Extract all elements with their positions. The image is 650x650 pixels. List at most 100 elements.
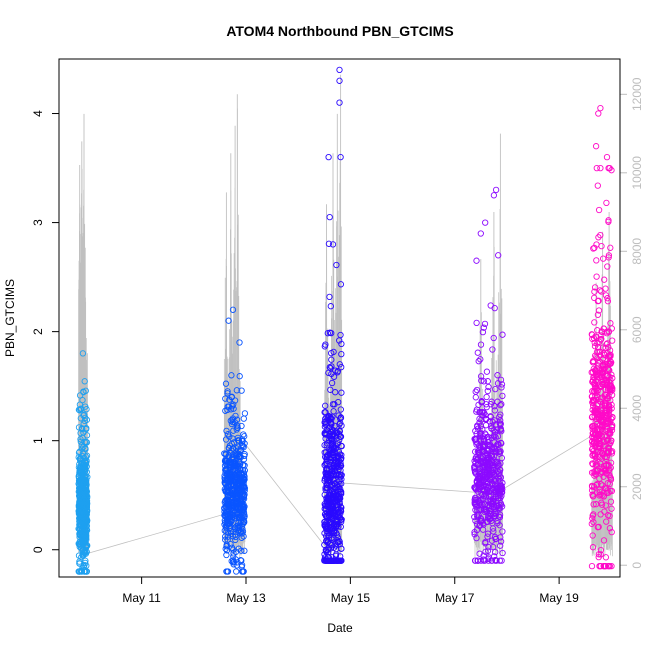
data-point (82, 557, 89, 564)
data-point (597, 460, 604, 467)
data-point (604, 298, 612, 305)
data-point (326, 540, 334, 547)
data-point (484, 378, 491, 385)
data-point (327, 365, 334, 372)
data-point (498, 557, 505, 564)
data-point (606, 429, 613, 437)
y2-tick-label: 12000 (630, 77, 644, 111)
series-5-points (588, 104, 616, 570)
data-point (478, 377, 485, 384)
data-point (598, 376, 605, 383)
data-point (606, 164, 613, 172)
data-point (593, 241, 600, 248)
data-point (486, 488, 493, 496)
data-point (498, 427, 505, 435)
data-point (591, 284, 599, 291)
data-point (238, 469, 245, 476)
data-point (231, 460, 238, 468)
data-point (321, 461, 328, 469)
data-point (80, 388, 87, 395)
data-point (222, 502, 230, 510)
data-point (229, 415, 237, 422)
data-point (240, 431, 247, 438)
data-point (471, 494, 479, 502)
data-point (324, 481, 331, 489)
data-point (589, 515, 596, 522)
data-point (598, 441, 605, 448)
data-point (474, 423, 481, 430)
data-point (604, 512, 612, 519)
data-point (77, 484, 84, 492)
data-point (481, 462, 489, 470)
data-point (485, 433, 492, 441)
data-point (223, 551, 230, 559)
data-point (589, 358, 596, 366)
data-point (322, 420, 329, 427)
data-point (592, 461, 599, 469)
data-point (76, 488, 83, 495)
data-point (337, 557, 345, 564)
data-point (608, 415, 615, 422)
data-point (589, 423, 596, 430)
data-point (604, 487, 611, 494)
data-point (233, 500, 240, 507)
data-point (80, 548, 87, 555)
data-point (240, 415, 247, 422)
data-point (322, 402, 329, 409)
data-point (602, 292, 610, 299)
data-point (487, 498, 494, 506)
data-point (498, 401, 505, 408)
data-point (223, 427, 230, 435)
x-axis-label: Date (327, 621, 353, 635)
data-point (490, 470, 497, 478)
data-point (321, 423, 329, 430)
data-point (595, 440, 602, 448)
data-point (79, 565, 86, 572)
data-point (331, 557, 339, 564)
data-point (605, 402, 612, 409)
data-point (321, 343, 328, 350)
data-point (492, 477, 499, 485)
outlier-point (592, 143, 600, 150)
data-point (594, 362, 602, 369)
data-point (331, 527, 338, 534)
data-point (81, 378, 88, 385)
data-point (474, 557, 482, 564)
data-point (609, 337, 616, 344)
data-point (235, 469, 242, 476)
data-point (331, 432, 338, 439)
outlier-point (326, 213, 333, 221)
data-point (488, 424, 495, 432)
data-point (592, 371, 599, 378)
data-point (336, 557, 343, 564)
data-point (497, 411, 504, 418)
data-point (607, 351, 614, 358)
data-point (222, 533, 229, 540)
data-point (483, 403, 490, 411)
data-point (606, 525, 614, 532)
data-point (223, 547, 231, 554)
data-point (588, 562, 596, 570)
data-point (224, 390, 231, 397)
data-point (600, 562, 608, 570)
data-point (323, 431, 330, 438)
data-point (605, 359, 613, 367)
data-point (599, 328, 606, 336)
data-point (225, 497, 232, 504)
data-point (477, 430, 484, 438)
outlier-point (225, 317, 232, 324)
data-point (77, 438, 84, 445)
data-point (483, 393, 490, 401)
data-point (228, 557, 235, 565)
x-tick-label: May 15 (331, 591, 371, 605)
data-point (76, 467, 83, 475)
data-point (598, 332, 605, 339)
y-axis-label: PBN_GTCIMS (3, 279, 17, 357)
data-point (490, 528, 497, 535)
data-point (487, 401, 494, 408)
outlier-point (325, 153, 332, 161)
data-point (234, 524, 242, 531)
data-point (494, 372, 501, 379)
data-point (489, 525, 497, 532)
